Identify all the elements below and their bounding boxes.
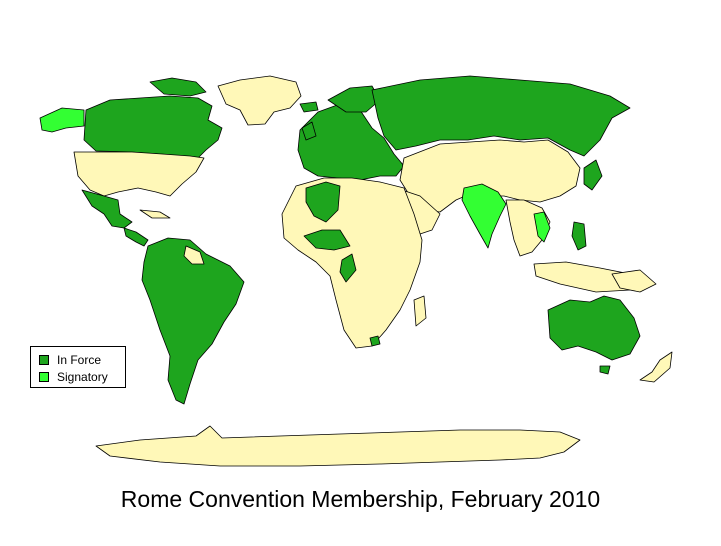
region-madagascar xyxy=(413,295,427,327)
region-uk xyxy=(301,121,317,141)
legend-label-signatory: Signatory xyxy=(57,369,108,384)
region-russia xyxy=(371,75,631,157)
region-new-guinea xyxy=(611,269,657,293)
region-lesotho xyxy=(369,335,381,347)
legend-item-signatory: Signatory xyxy=(39,368,125,385)
region-india xyxy=(461,183,507,249)
region-arctic-islands xyxy=(149,77,207,97)
region-iceland xyxy=(299,101,319,113)
region-new-zealand xyxy=(639,351,673,383)
region-alaska xyxy=(39,107,85,133)
map-title: Rome Convention Membership, February 201… xyxy=(120,486,601,512)
region-congo xyxy=(339,253,357,283)
region-caribbean xyxy=(139,209,171,219)
legend-swatch-in-force xyxy=(39,354,49,365)
region-antarctica xyxy=(95,425,581,467)
region-canada xyxy=(83,95,223,161)
region-tasmania xyxy=(599,365,611,375)
region-greenland xyxy=(217,75,302,126)
region-usa xyxy=(73,151,205,197)
region-mexico xyxy=(81,189,133,229)
region-japan xyxy=(583,159,603,191)
region-guiana xyxy=(183,245,205,265)
legend-label-in-force: In Force xyxy=(57,352,102,367)
region-algeria xyxy=(305,181,341,223)
legend-swatch-signatory xyxy=(39,371,49,382)
region-west-africa xyxy=(303,229,351,251)
region-australia xyxy=(547,295,641,361)
region-vietnam xyxy=(533,211,551,243)
region-central-america xyxy=(123,227,149,247)
region-philippines xyxy=(571,221,587,251)
region-south-america xyxy=(141,237,245,405)
map-legend: In Force Signatory xyxy=(30,346,126,388)
legend-item-in-force: In Force xyxy=(39,351,125,368)
